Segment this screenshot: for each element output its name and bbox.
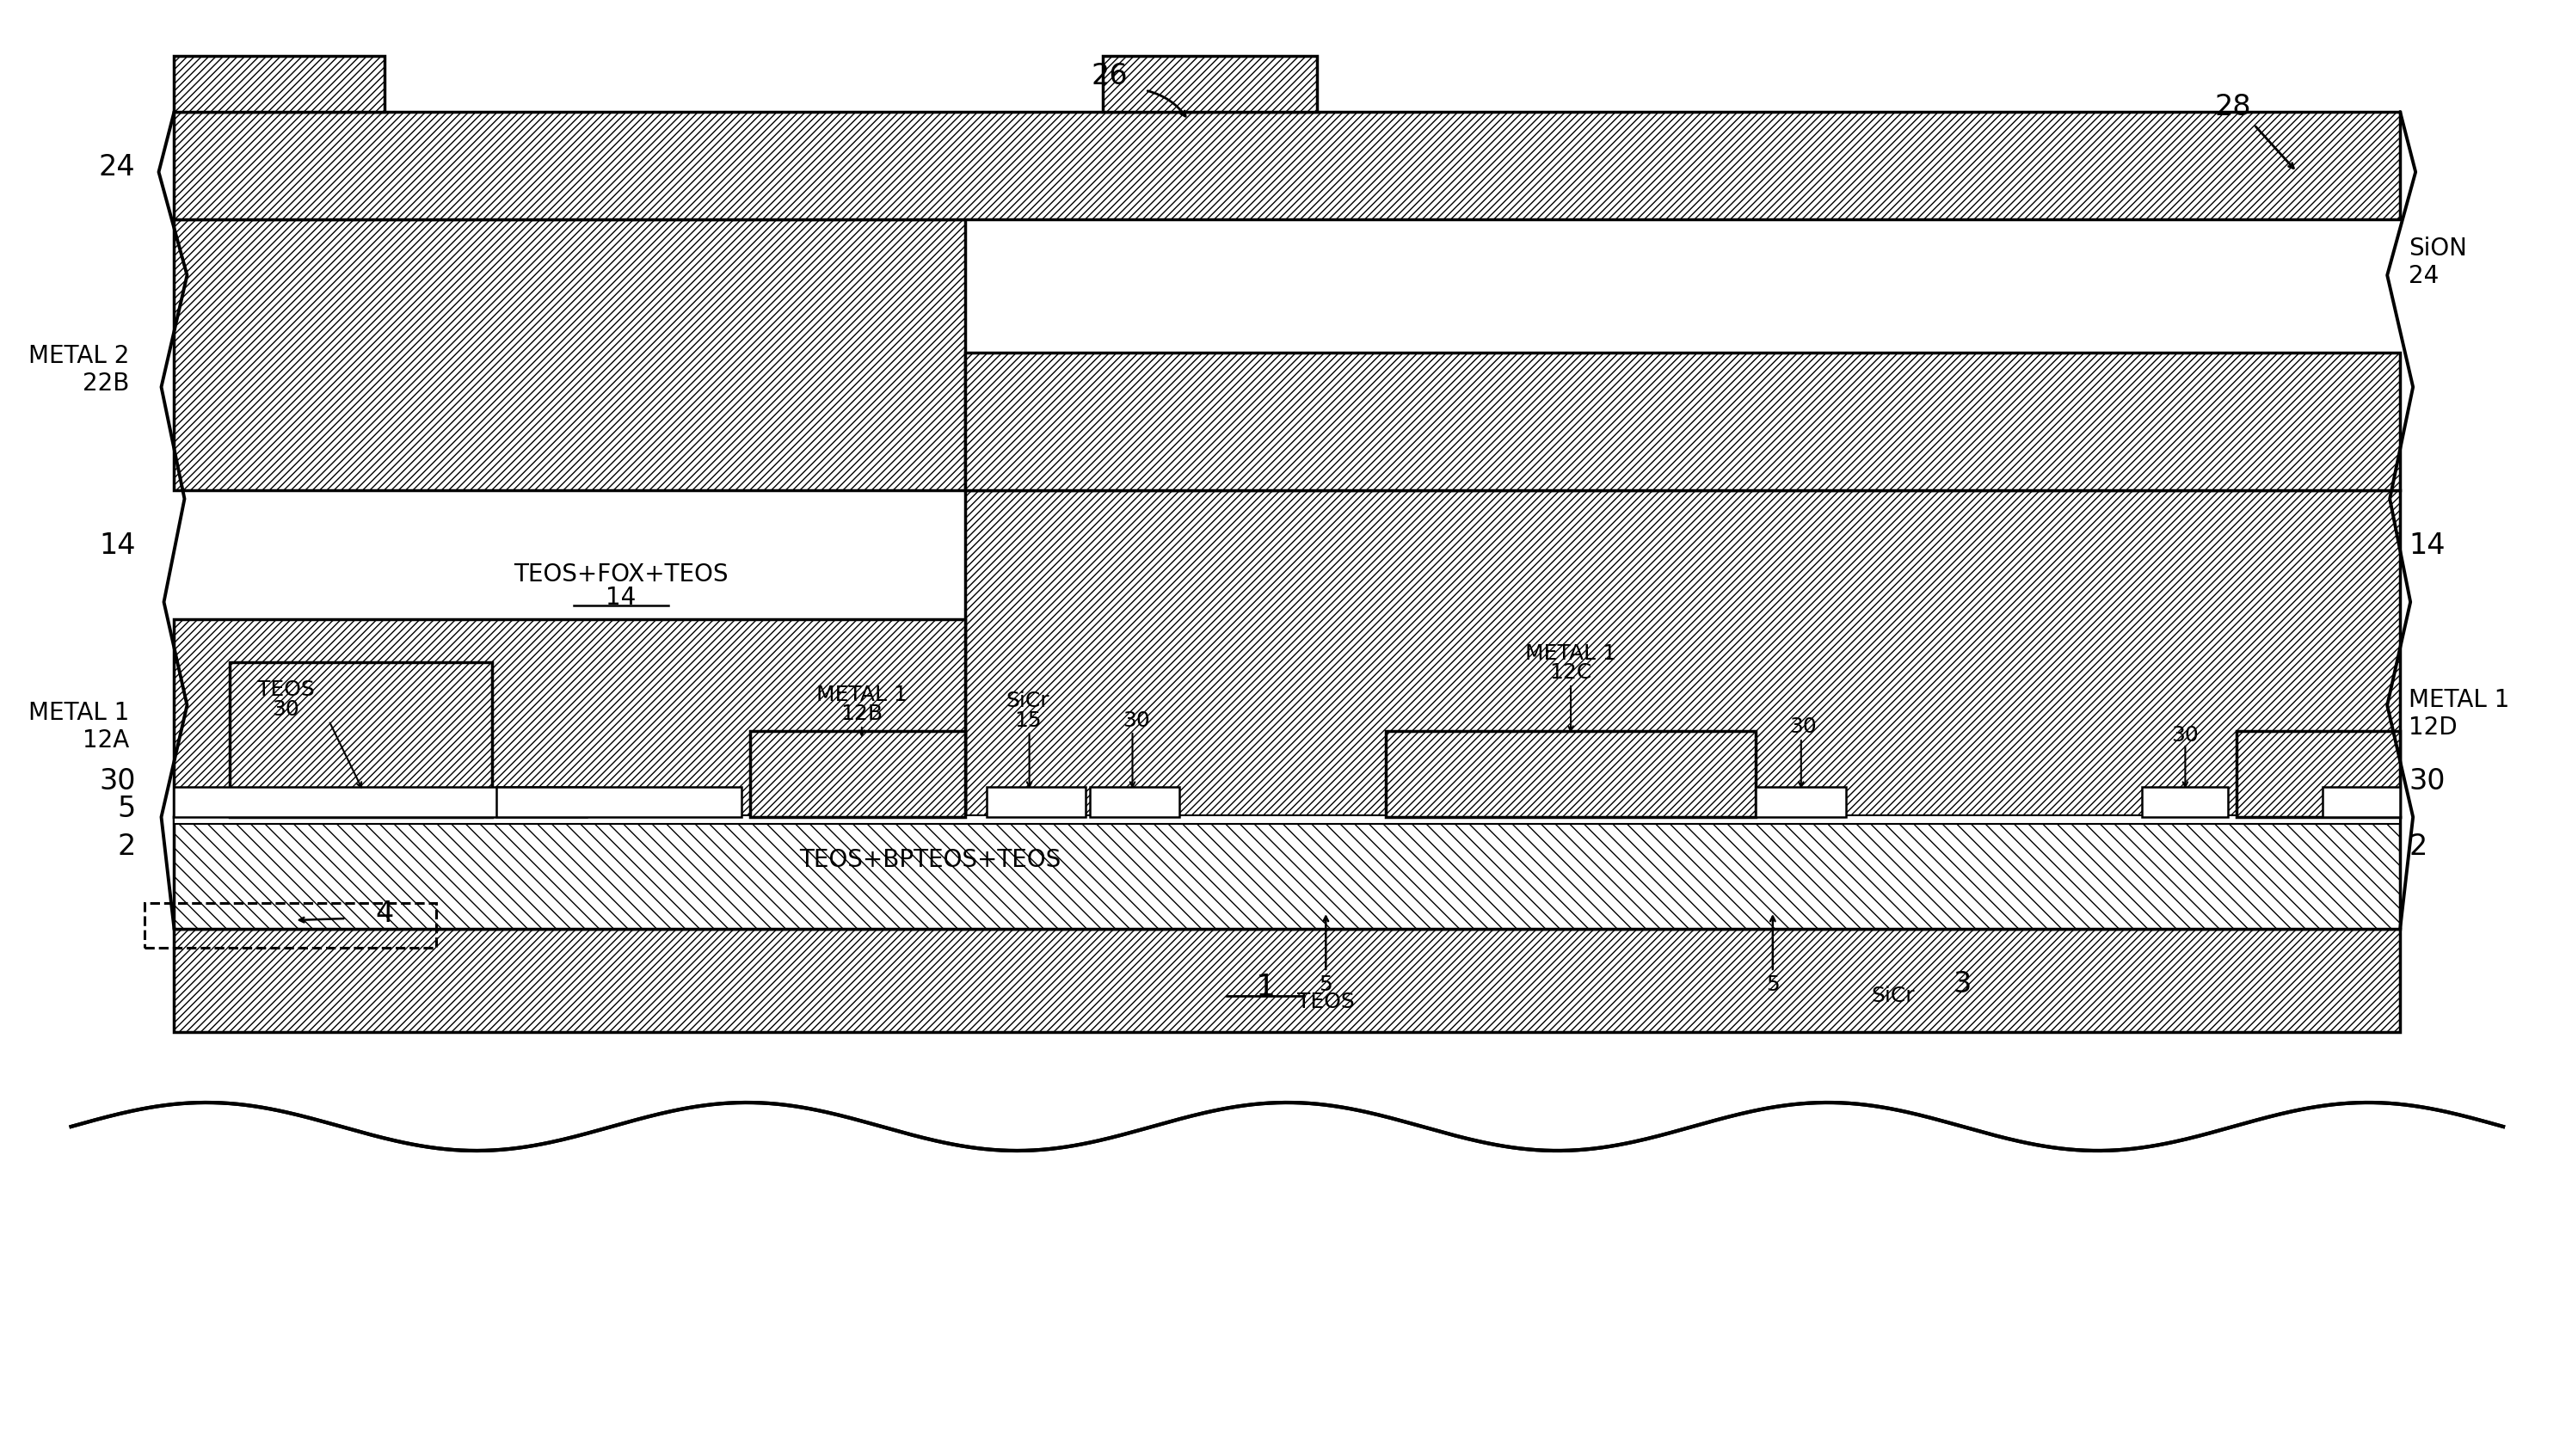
Bar (1757, 786, 1847, 817)
Text: 30: 30 (2171, 725, 2199, 745)
Text: 5: 5 (1319, 974, 1332, 994)
Text: TEOS: TEOS (257, 680, 314, 700)
Text: 12C: 12C (1548, 662, 1592, 683)
Text: SiCr: SiCr (1872, 986, 1914, 1006)
Text: METAL 1: METAL 1 (815, 684, 908, 705)
Bar (985, 786, 1085, 817)
Polygon shape (751, 731, 964, 817)
Text: 2: 2 (118, 833, 136, 862)
Bar (496, 786, 741, 817)
Text: 1: 1 (1255, 973, 1276, 1002)
Polygon shape (229, 662, 491, 817)
Polygon shape (175, 220, 964, 491)
Polygon shape (2238, 731, 2400, 817)
Polygon shape (175, 112, 2400, 220)
Text: TEOS+FOX+TEOS: TEOS+FOX+TEOS (514, 562, 728, 587)
Text: 14: 14 (98, 531, 136, 561)
Bar (144, 903, 437, 948)
Polygon shape (175, 817, 2400, 929)
Text: METAL 1: METAL 1 (1525, 644, 1615, 664)
Text: 2: 2 (2410, 833, 2428, 862)
Text: 28: 28 (2214, 93, 2250, 122)
Text: 12B: 12B (841, 703, 882, 724)
Text: 30: 30 (1124, 711, 1150, 731)
Polygon shape (175, 619, 964, 817)
Text: METAL 2
22B: METAL 2 22B (28, 344, 129, 396)
Bar (175, 815, 2400, 824)
Text: 5: 5 (1767, 974, 1780, 994)
Text: TEOS: TEOS (1296, 992, 1355, 1012)
Text: SiON
24: SiON 24 (2410, 236, 2467, 288)
Text: 26: 26 (1091, 61, 1127, 90)
Text: 30: 30 (273, 699, 298, 719)
Text: METAL 1
12A: METAL 1 12A (28, 700, 129, 753)
Text: 5: 5 (118, 794, 136, 823)
Text: 14: 14 (2410, 531, 2446, 561)
Text: 30: 30 (98, 767, 136, 795)
Bar (2142, 786, 2227, 817)
Polygon shape (964, 491, 2400, 817)
Text: 14: 14 (607, 585, 635, 610)
Polygon shape (175, 929, 2400, 1032)
Text: 4: 4 (376, 900, 394, 927)
Text: 15: 15 (1013, 711, 1042, 731)
Text: SiCr: SiCr (1006, 690, 1049, 711)
Bar (2323, 786, 2400, 817)
Bar (1091, 786, 1181, 817)
Polygon shape (1103, 55, 1317, 112)
Bar (175, 786, 586, 817)
Polygon shape (175, 55, 386, 112)
Polygon shape (1386, 731, 1757, 817)
Text: 3: 3 (1952, 971, 1970, 999)
Text: 30: 30 (1790, 716, 1816, 737)
Polygon shape (964, 352, 2400, 491)
Text: 30: 30 (2410, 767, 2446, 795)
Text: TEOS+BPTEOS+TEOS: TEOS+BPTEOS+TEOS (800, 847, 1062, 872)
Text: METAL 1
12D: METAL 1 12D (2410, 687, 2510, 740)
Text: 24: 24 (98, 153, 136, 182)
